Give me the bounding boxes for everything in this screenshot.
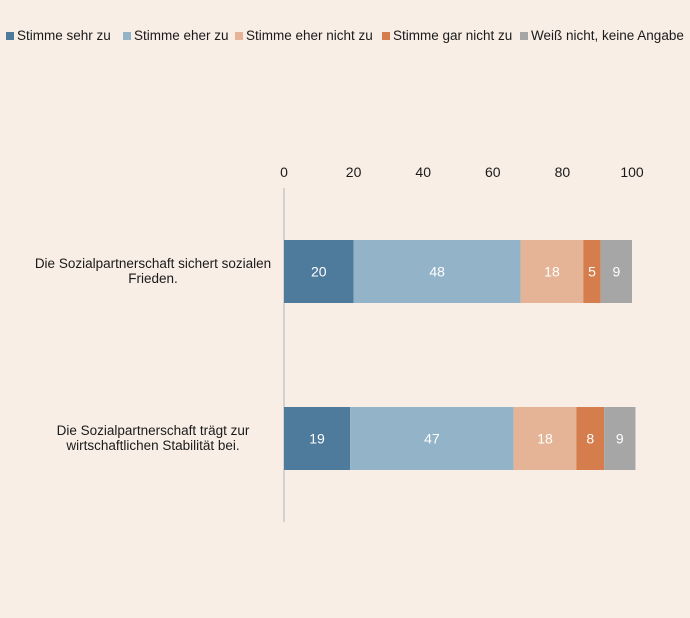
- bar-segment: [520, 240, 584, 303]
- x-tick-label: 0: [280, 164, 288, 180]
- chart-legend: Stimme sehr zu Stimme eher zu Stimme eher …: [6, 28, 684, 43]
- bar-segment: [583, 240, 601, 303]
- bar-segment: [576, 407, 605, 470]
- bar-segment: [600, 240, 632, 303]
- legend-label: Stimme sehr zu: [17, 28, 111, 43]
- data-label: 9: [612, 264, 620, 280]
- bar-segment: [284, 407, 351, 470]
- x-axis: 0 20 40 60 80 100: [280, 164, 644, 180]
- legend-label: Weiß nicht, keine Angabe: [531, 28, 684, 43]
- legend-swatch: [520, 32, 528, 40]
- data-label: 9: [616, 431, 624, 447]
- data-label: 18: [537, 431, 553, 447]
- category-label: Die Sozialpartnerschaft trägt zur: [57, 423, 250, 438]
- data-label: 18: [544, 264, 560, 280]
- data-label: 8: [586, 431, 594, 447]
- legend-label: Stimme gar nicht zu: [393, 28, 512, 43]
- x-tick-label: 20: [346, 164, 362, 180]
- bar-segment: [353, 240, 521, 303]
- bar-segment: [350, 407, 514, 470]
- legend-swatch: [235, 32, 243, 40]
- data-label: 5: [588, 264, 596, 280]
- bar-segment: [604, 407, 636, 470]
- legend-label: Stimme eher nicht zu: [246, 28, 373, 43]
- x-tick-label: 60: [485, 164, 501, 180]
- bar-group: 20 48 18 5 919 47 18 8 9: [284, 240, 636, 470]
- category-label: wirtschaftlichen Stabilität bei.: [65, 438, 239, 453]
- legend-swatch: [6, 32, 14, 40]
- data-label: 20: [311, 264, 327, 280]
- x-tick-label: 100: [620, 164, 644, 180]
- legend-swatch: [382, 32, 390, 40]
- category-label: Frieden.: [128, 271, 178, 286]
- x-tick-label: 80: [555, 164, 571, 180]
- data-label: 47: [424, 431, 440, 447]
- category-labels: Die Sozialpartnerschaft sichert sozialen…: [35, 256, 271, 453]
- data-label: 48: [429, 264, 445, 280]
- data-label: 19: [309, 431, 325, 447]
- bar-segment: [284, 240, 354, 303]
- x-tick-label: 40: [415, 164, 431, 180]
- legend-label: Stimme eher zu: [134, 28, 229, 43]
- category-label: Die Sozialpartnerschaft sichert sozialen: [35, 256, 271, 271]
- legend-swatch: [123, 32, 131, 40]
- bar-segment: [513, 407, 577, 470]
